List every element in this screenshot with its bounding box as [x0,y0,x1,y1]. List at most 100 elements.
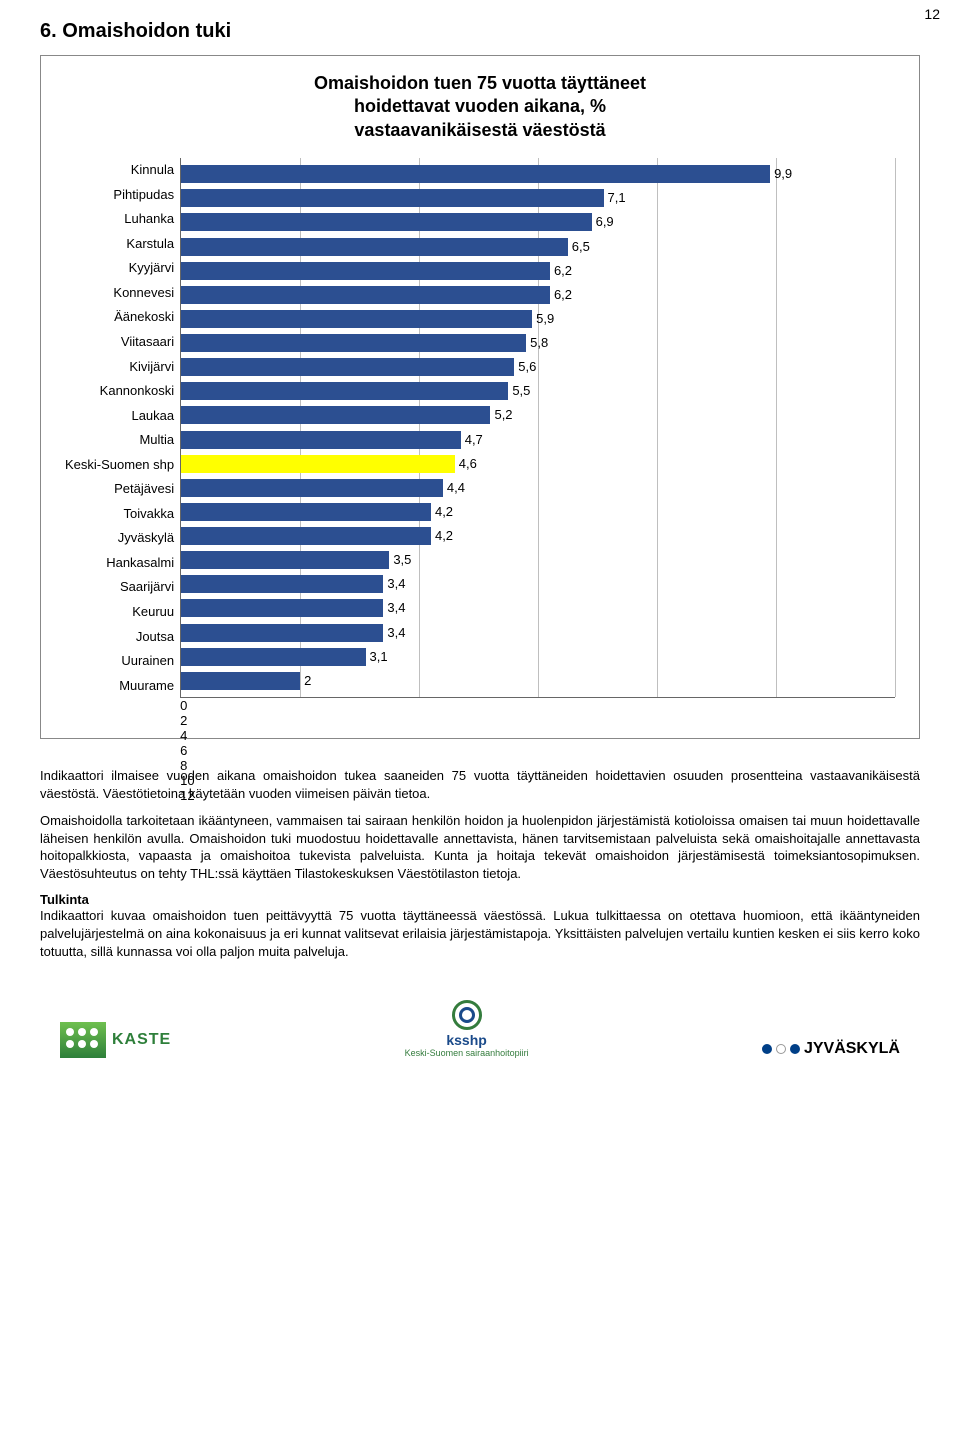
bar-row: 5,9 [181,310,895,328]
bar [181,238,568,256]
x-tick-label: 6 [180,743,895,758]
category-label: Kannonkoski [65,379,174,404]
category-label: Petäjävesi [65,477,174,502]
paragraph-2: Omaishoidolla tarkoitetaan ikääntyneen, … [40,812,920,882]
bar [181,310,532,328]
bar [181,624,383,642]
bar [181,334,526,352]
bar-value-label: 6,9 [592,213,614,231]
bar [181,406,490,424]
bar-row: 4,4 [181,479,895,497]
bar [181,431,461,449]
category-label: Kyyjärvi [65,256,174,281]
category-label: Hankasalmi [65,551,174,576]
ksshp-icon [452,1000,482,1030]
bar-value-label: 2 [300,672,311,690]
bar-value-label: 5,2 [490,406,512,424]
category-label: Laukaa [65,404,174,429]
bar-row: 4,6 [181,455,895,473]
y-axis-labels: KinnulaPihtipudasLuhankaKarstulaKyyjärvi… [65,158,180,698]
bar [181,551,389,569]
bar-row: 5,6 [181,358,895,376]
bar-row: 5,8 [181,334,895,352]
chart-title: Omaishoidon tuen 75 vuotta täyttäneet ho… [65,72,895,142]
jkl-dot-icon [790,1044,800,1054]
bar-value-label: 3,4 [383,599,405,617]
category-label: Muurame [65,674,174,699]
ksshp-sublabel: Keski-Suomen sairaanhoitopiiri [405,1048,529,1058]
ksshp-logo: ksshp Keski-Suomen sairaanhoitopiiri [405,1000,529,1058]
kaste-icon [60,1022,106,1058]
bar-row: 3,4 [181,599,895,617]
section-title: 6. Omaishoidon tuki [40,20,920,43]
category-label: Kivijärvi [65,355,174,380]
paragraph-3: Indikaattori kuvaa omaishoidon tuen peit… [40,907,920,960]
category-label: Konnevesi [65,281,174,306]
bar-row: 9,9 [181,165,895,183]
category-label: Pihtipudas [65,183,174,208]
category-label: Jyväskylä [65,526,174,551]
bar-value-label: 9,9 [770,165,792,183]
category-label: Viitasaari [65,330,174,355]
bar-value-label: 4,7 [461,431,483,449]
bar [181,382,508,400]
bar-row: 3,5 [181,551,895,569]
chart-plot: KinnulaPihtipudasLuhankaKarstulaKyyjärvi… [65,158,895,698]
kaste-logo: KASTE [60,1022,171,1058]
bar-value-label: 6,5 [568,238,590,256]
bar [181,527,431,545]
category-label: Uurainen [65,649,174,674]
category-label: Karstula [65,232,174,257]
chart-title-line2: hoidettavat vuoden aikana, % [65,95,895,118]
x-axis-ticks: 024681012 [180,698,895,718]
bar-value-label: 3,1 [366,648,388,666]
bar-value-label: 5,6 [514,358,536,376]
bar-row: 3,4 [181,624,895,642]
bar-row: 6,5 [181,238,895,256]
page-number: 12 [924,6,940,22]
bar-value-label: 3,4 [383,575,405,593]
category-label: Joutsa [65,625,174,650]
bar [181,262,550,280]
category-label: Saarijärvi [65,575,174,600]
bar-value-label: 4,2 [431,527,453,545]
x-tick-label: 12 [180,788,895,803]
bar-row: 4,7 [181,431,895,449]
chart-title-line1: Omaishoidon tuen 75 vuotta täyttäneet [65,72,895,95]
bar-value-label: 3,5 [389,551,411,569]
bar-row: 5,5 [181,382,895,400]
jkl-dot-icon [776,1044,786,1054]
x-tick-label: 2 [180,713,895,728]
bar-row: 7,1 [181,189,895,207]
bar-row: 6,9 [181,213,895,231]
bar-value-label: 4,6 [455,455,477,473]
bars: 9,9 7,1 6,96,5 6,2 6,2 5,9 5,8 5,6 5,5 5,2 4,7 4,6 4… [181,158,895,697]
bar-row: 3,4 [181,575,895,593]
category-label: Kinnula [65,158,174,183]
bar-row: 5,2 [181,406,895,424]
bar [181,358,514,376]
bar-row: 2 [181,672,895,690]
bar [181,599,383,617]
bar-value-label: 7,1 [604,189,626,207]
bar [181,455,455,473]
plot-area: 9,9 7,1 6,96,5 6,2 6,2 5,9 5,8 5,6 5,5 5,2 4,7 4,6 4… [180,158,895,698]
bar-row: 6,2 [181,286,895,304]
bar [181,672,300,690]
bar-value-label: 3,4 [383,624,405,642]
x-tick-label: 10 [180,773,895,788]
jkl-dot-icon [762,1044,772,1054]
bar-row: 6,2 [181,262,895,280]
bar [181,575,383,593]
bar-row: 4,2 [181,527,895,545]
bar-value-label: 6,2 [550,262,572,280]
category-label: Keuruu [65,600,174,625]
category-label: Toivakka [65,502,174,527]
x-axis: 024681012 [65,698,895,718]
bar-value-label: 5,9 [532,310,554,328]
category-label: Äänekoski [65,305,174,330]
footer-logos: KASTE ksshp Keski-Suomen sairaanhoitopii… [40,1000,920,1058]
bar-value-label: 5,8 [526,334,548,352]
kaste-label: KASTE [112,1031,171,1049]
x-tick-label: 0 [180,698,895,713]
